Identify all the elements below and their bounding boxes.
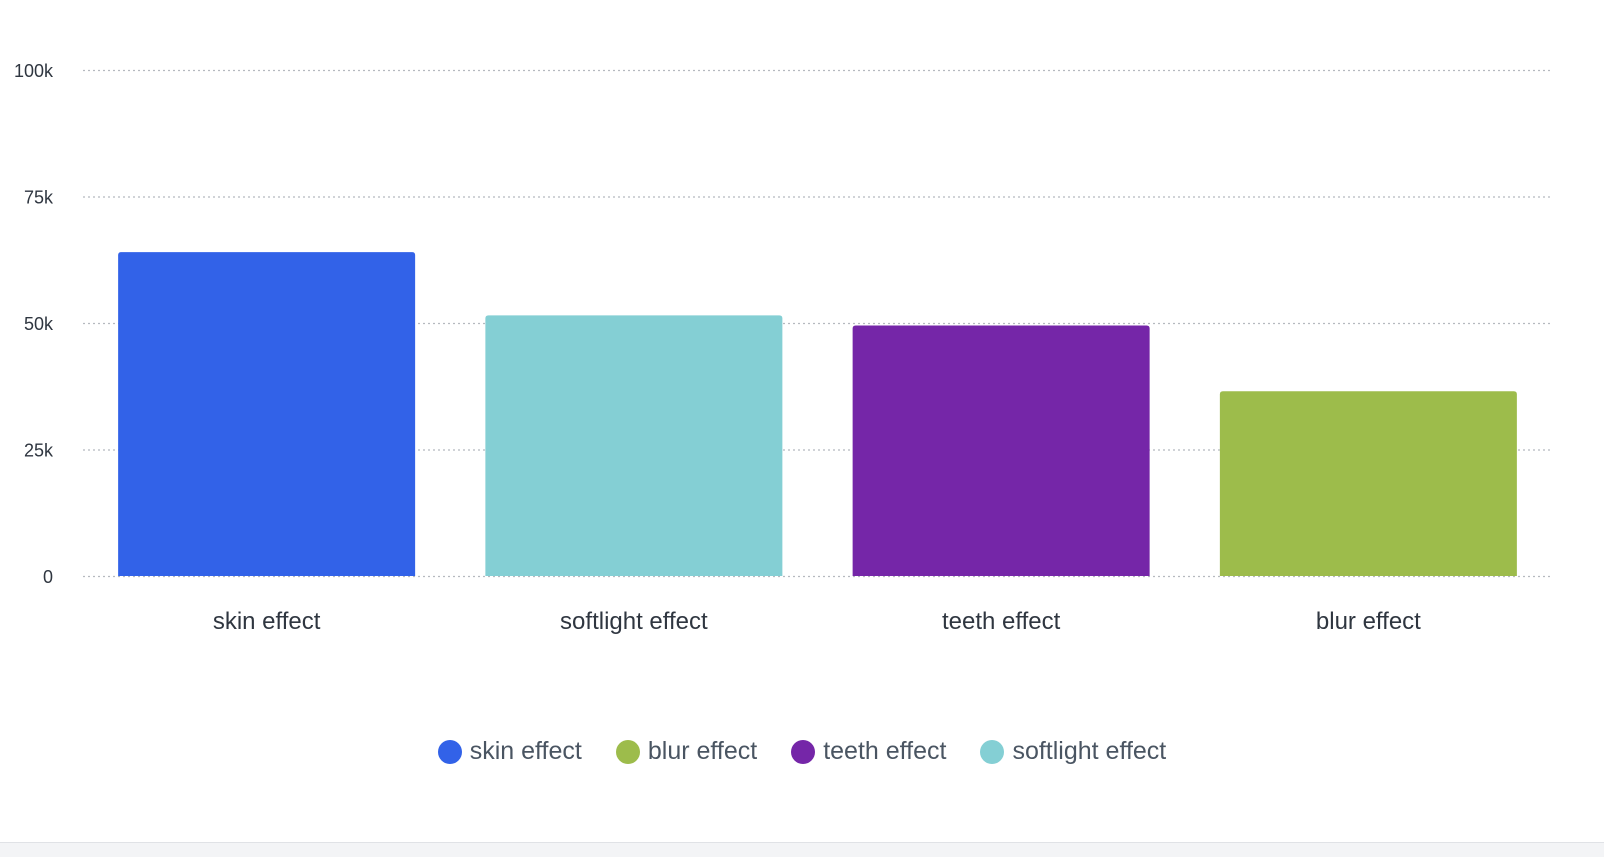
legend-item-teeth-effect[interactable]: teeth effect: [791, 737, 946, 766]
legend-item-skin-effect[interactable]: skin effect: [437, 737, 582, 766]
legend-label: softlight effect: [1012, 737, 1167, 765]
legend-swatch-teeth-effect: [791, 739, 816, 764]
y-tick-label: 0: [43, 567, 53, 587]
bar-teeth-effect[interactable]: [852, 325, 1150, 576]
x-tick-label: blur effect: [1316, 608, 1421, 635]
x-tick-label: skin effect: [213, 608, 321, 635]
legend-item-softlight-effect[interactable]: softlight effect: [980, 737, 1166, 766]
bar-skin-effect[interactable]: [118, 252, 416, 576]
bar-softlight-effect[interactable]: [485, 315, 783, 576]
y-tick-label: 50k: [24, 314, 54, 334]
legend-swatch-skin-effect: [437, 739, 462, 764]
footer-divider: [0, 842, 1604, 857]
y-tick-label: 25k: [24, 441, 54, 461]
x-tick-label: softlight effect: [560, 608, 708, 635]
y-tick-label: 75k: [24, 188, 54, 208]
bar-blur-effect[interactable]: [1219, 391, 1517, 576]
legend-item-blur-effect[interactable]: blur effect: [615, 737, 758, 766]
legend-swatch-blur-effect: [615, 739, 640, 764]
legend-label: skin effect: [469, 737, 582, 765]
y-tick-label: 100k: [14, 61, 54, 81]
x-tick-label: teeth effect: [942, 608, 1061, 635]
legend-label: teeth effect: [823, 737, 947, 765]
legend-swatch-softlight-effect: [980, 739, 1005, 764]
legend-label: blur effect: [647, 737, 758, 765]
chart-legend: skin effect blur effect teeth effect sof…: [0, 737, 1604, 766]
chart-plot: 0 25k 50k 75k 100k skin effect softlight effec…: [14, 61, 1552, 635]
